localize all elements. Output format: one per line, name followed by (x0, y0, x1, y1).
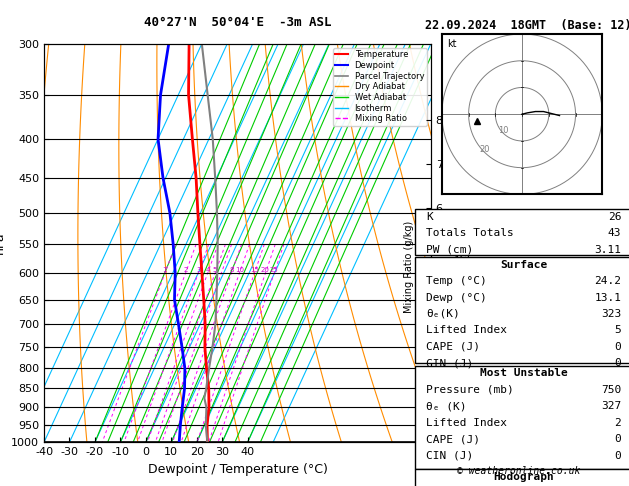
Text: Lifted Index: Lifted Index (426, 326, 507, 335)
Text: K: K (426, 212, 433, 222)
Text: 40°27'N  50°04'E  -3m ASL: 40°27'N 50°04'E -3m ASL (143, 16, 331, 29)
Text: Lifted Index: Lifted Index (426, 417, 507, 428)
Text: 24.2: 24.2 (594, 276, 621, 286)
Legend: Temperature, Dewpoint, Parcel Trajectory, Dry Adiabat, Wet Adiabat, Isotherm, Mi: Temperature, Dewpoint, Parcel Trajectory… (333, 48, 426, 126)
Text: 0: 0 (615, 358, 621, 368)
Text: CIN (J): CIN (J) (426, 358, 473, 368)
FancyBboxPatch shape (415, 209, 629, 255)
Text: 8: 8 (229, 267, 233, 273)
Text: 1: 1 (163, 267, 167, 273)
Text: CAPE (J): CAPE (J) (426, 434, 480, 444)
FancyBboxPatch shape (415, 257, 629, 364)
Text: 323: 323 (601, 309, 621, 319)
Text: 3.11: 3.11 (594, 244, 621, 255)
Text: Hodograph: Hodograph (493, 472, 554, 482)
Text: PW (cm): PW (cm) (426, 244, 473, 255)
Text: CIN (J): CIN (J) (426, 451, 473, 461)
Text: 13.1: 13.1 (594, 293, 621, 303)
Text: θₑ(K): θₑ(K) (426, 309, 460, 319)
Text: Most Unstable: Most Unstable (480, 368, 567, 379)
Text: 0: 0 (615, 342, 621, 352)
Text: CAPE (J): CAPE (J) (426, 342, 480, 352)
Text: 750: 750 (601, 385, 621, 395)
Text: 20: 20 (479, 145, 490, 154)
Text: 0: 0 (615, 434, 621, 444)
Text: Surface: Surface (500, 260, 547, 270)
Text: 26: 26 (608, 212, 621, 222)
Text: 5: 5 (615, 326, 621, 335)
Text: θₑ (K): θₑ (K) (426, 401, 467, 411)
Text: Totals Totals: Totals Totals (426, 228, 514, 238)
Text: 2: 2 (183, 267, 187, 273)
Text: 10: 10 (498, 126, 509, 135)
Text: © weatheronline.co.uk: © weatheronline.co.uk (457, 466, 581, 476)
FancyBboxPatch shape (415, 366, 629, 469)
Y-axis label: km
ASL: km ASL (453, 243, 474, 264)
Y-axis label: hPa: hPa (0, 232, 6, 254)
Text: 5: 5 (213, 267, 217, 273)
Text: 15: 15 (250, 267, 259, 273)
Text: kt: kt (447, 39, 457, 50)
Text: Temp (°C): Temp (°C) (426, 276, 487, 286)
Text: 20: 20 (261, 267, 270, 273)
Text: Mixing Ratio (g/kg): Mixing Ratio (g/kg) (404, 221, 414, 313)
Text: 10: 10 (235, 267, 244, 273)
Text: 4: 4 (206, 267, 210, 273)
Text: 22.09.2024  18GMT  (Base: 12): 22.09.2024 18GMT (Base: 12) (425, 19, 629, 33)
Text: 25: 25 (270, 267, 279, 273)
FancyBboxPatch shape (415, 469, 629, 486)
Text: 0: 0 (615, 451, 621, 461)
Text: 2: 2 (615, 417, 621, 428)
Text: 327: 327 (601, 401, 621, 411)
Text: Pressure (mb): Pressure (mb) (426, 385, 514, 395)
X-axis label: Dewpoint / Temperature (°C): Dewpoint / Temperature (°C) (148, 463, 327, 476)
Text: 3: 3 (196, 267, 201, 273)
Text: Dewp (°C): Dewp (°C) (426, 293, 487, 303)
Text: LCL: LCL (433, 387, 450, 398)
Text: 43: 43 (608, 228, 621, 238)
